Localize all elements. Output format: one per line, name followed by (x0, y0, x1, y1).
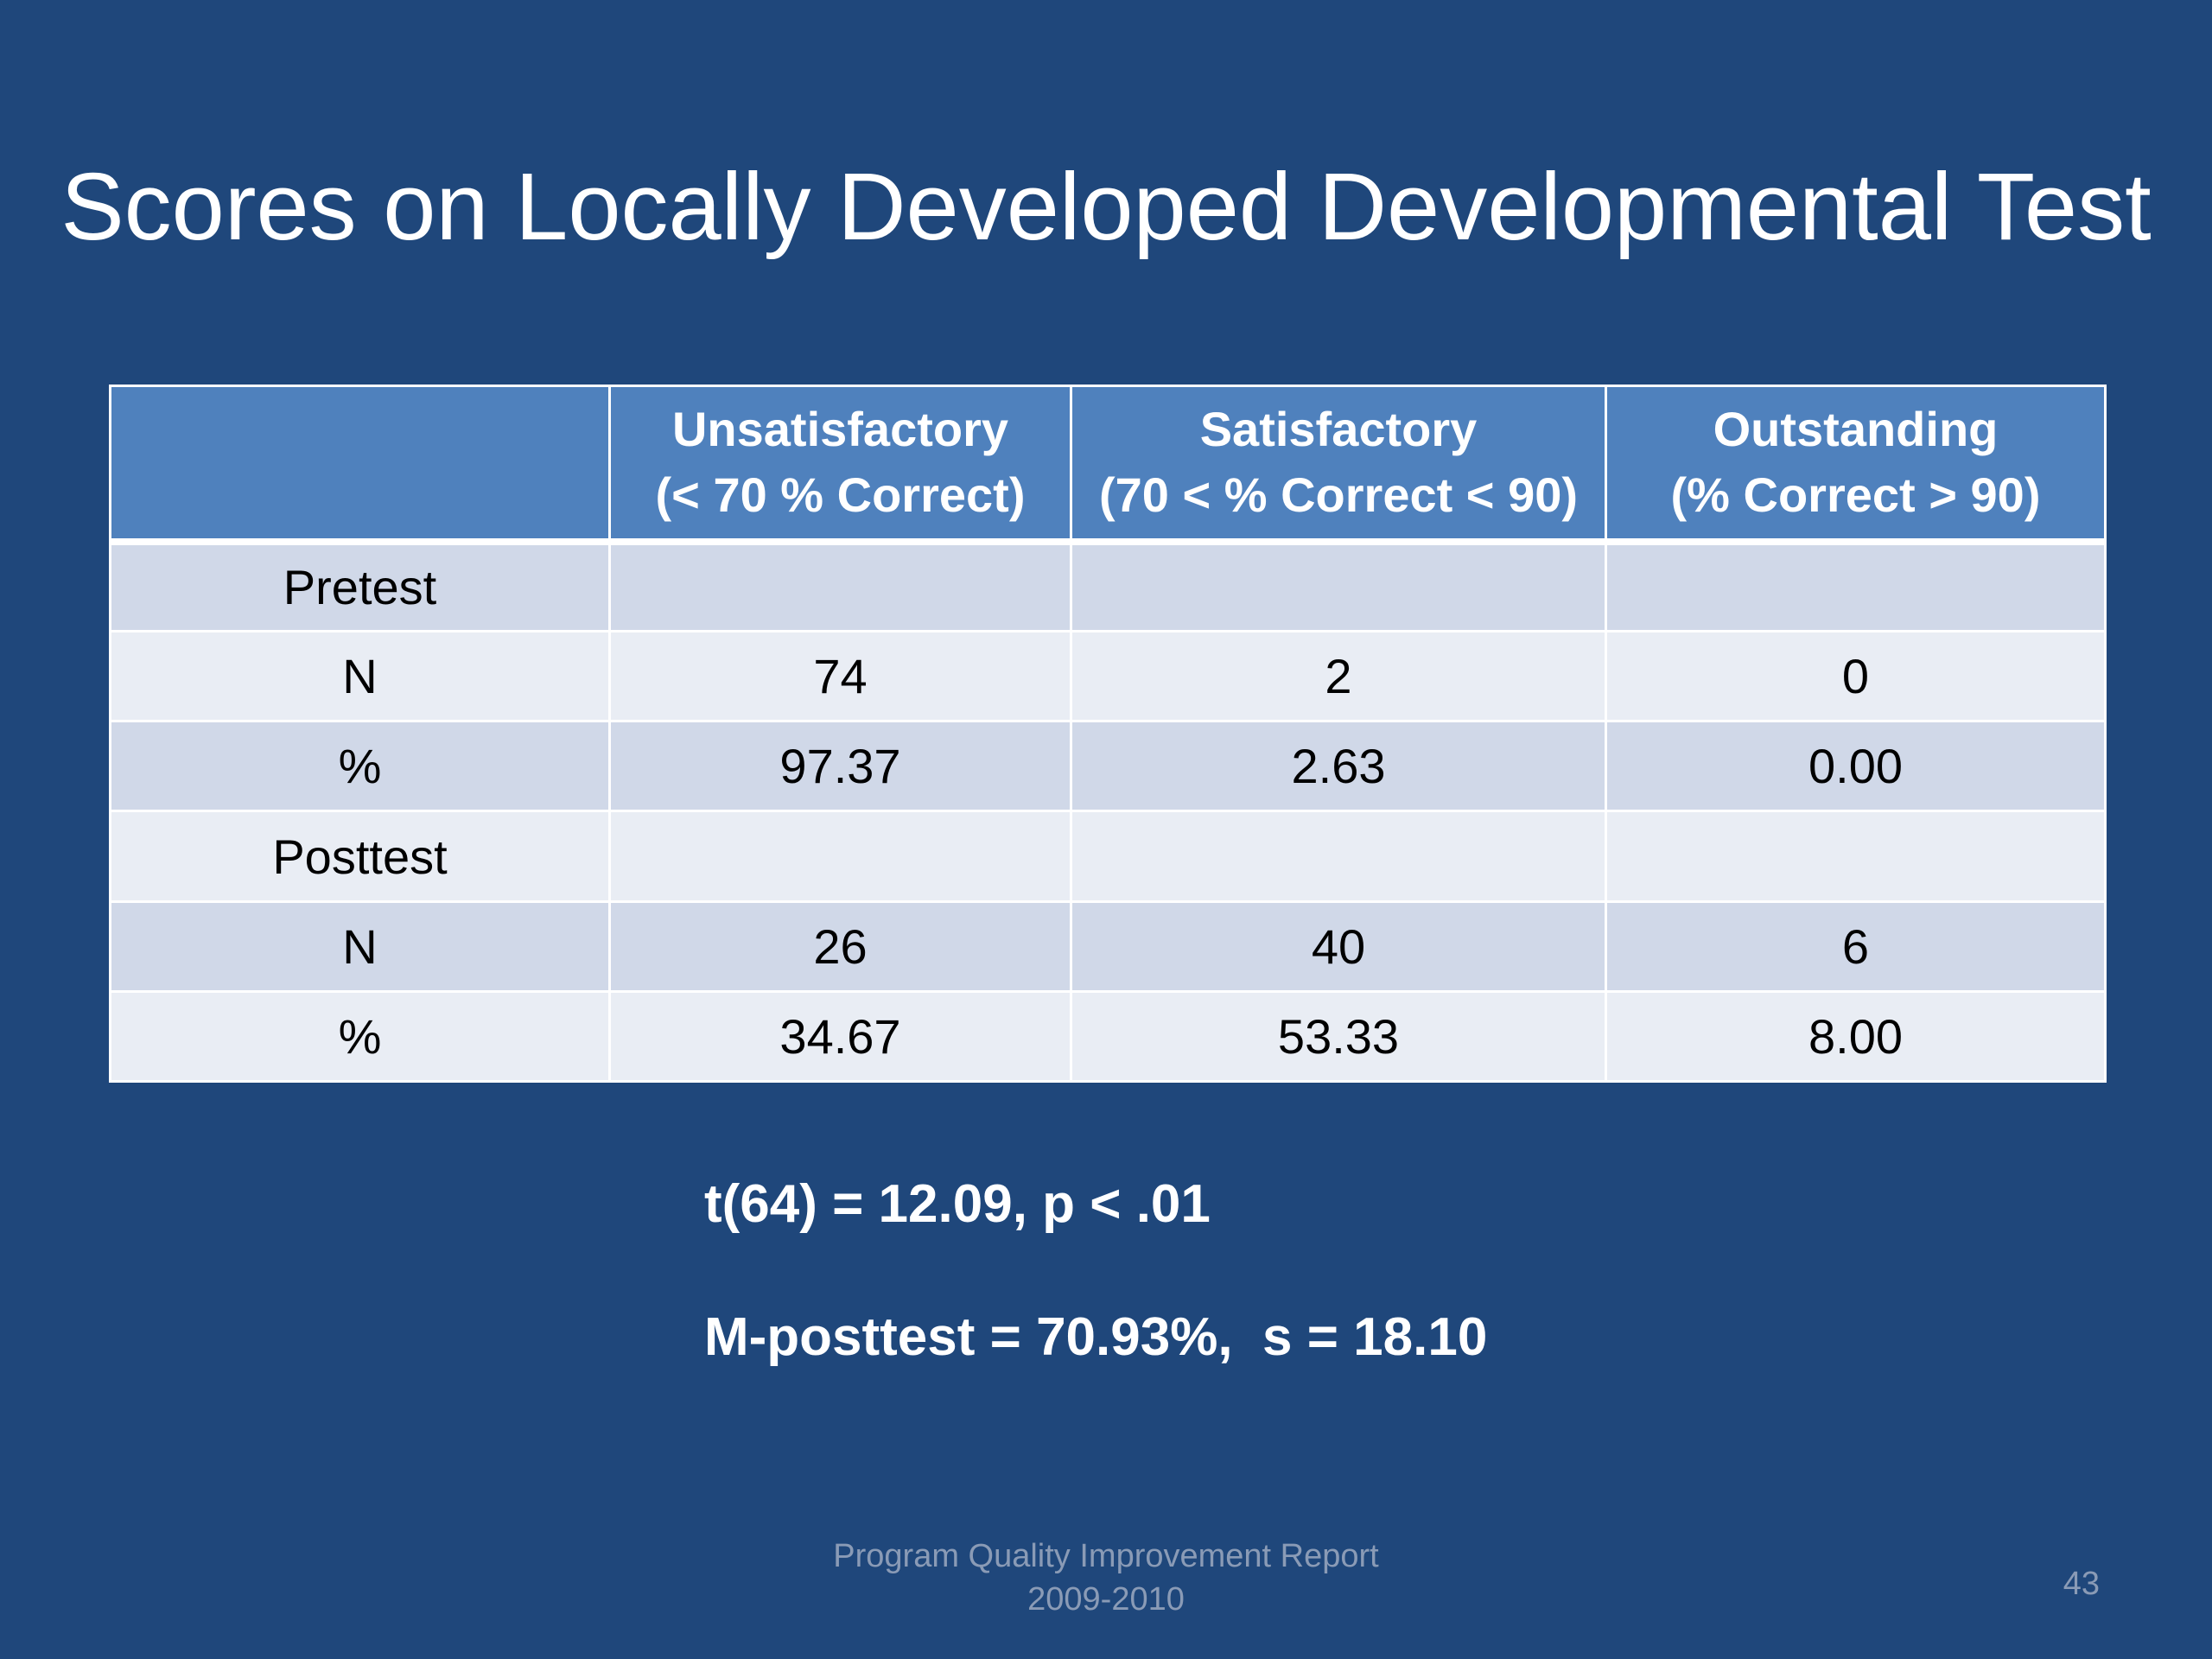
table-cell (1070, 810, 1607, 903)
table-cell: 26 (608, 899, 1072, 993)
table-cell: 97.37 (608, 720, 1072, 813)
table-cell: 74 (608, 630, 1072, 723)
header-label: Satisfactory (1199, 402, 1478, 457)
table-cell (1605, 810, 2107, 903)
table-cell (1605, 539, 2107, 633)
table-cell: 8.00 (1605, 989, 2107, 1084)
slide-title: Scores on Locally Developed Developmenta… (60, 154, 2152, 260)
t-test-result: t(64) = 12.09, p < .01 (704, 1174, 1211, 1234)
score-table: Unsatisfactory (< 70 % Correct) Satisfac… (109, 385, 2107, 1084)
header-unsatisfactory: Unsatisfactory (< 70 % Correct) (608, 385, 1072, 545)
table-row: N 26 40 6 (109, 899, 2107, 993)
row-label-cell: % (109, 720, 611, 813)
table-header-row: Unsatisfactory (< 70 % Correct) Satisfac… (109, 385, 2107, 545)
table-cell: 40 (1070, 899, 1607, 993)
table-row: N 74 2 0 (109, 630, 2107, 723)
table-cell (1070, 539, 1607, 633)
table-cell: 0 (1605, 630, 2107, 723)
posttest-mean-result: M-posttest = 70.93%, s = 18.10 (704, 1307, 1488, 1367)
table-cell: 2 (1070, 630, 1607, 723)
score-table-container: Unsatisfactory (< 70 % Correct) Satisfac… (109, 385, 2107, 1084)
slide-number: 43 (2063, 1566, 2100, 1602)
header-satisfactory: Satisfactory (70 < % Correct < 90) (1070, 385, 1607, 545)
header-label: Unsatisfactory (671, 402, 1009, 457)
table-cell (608, 539, 1072, 633)
table-row: Pretest (109, 539, 2107, 633)
row-label-cell: Pretest (109, 539, 611, 633)
row-label-cell: N (109, 899, 611, 993)
row-label-cell: % (109, 989, 611, 1084)
footer-line-year: 2009-2010 (1027, 1581, 1185, 1618)
header-sublabel: (70 < % Correct < 90) (1098, 467, 1579, 523)
table-row: % 97.37 2.63 0.00 (109, 720, 2107, 813)
table-cell: 53.33 (1070, 989, 1607, 1084)
header-outstanding: Outstanding (% Correct > 90) (1605, 385, 2107, 545)
row-label-cell: Posttest (109, 810, 611, 903)
table-cell: 34.67 (608, 989, 1072, 1084)
header-sublabel: (% Correct > 90) (1670, 467, 2041, 523)
table-cell (608, 810, 1072, 903)
header-label: Outstanding (1713, 402, 1999, 457)
header-empty-cell (109, 385, 611, 545)
table-row: % 34.67 53.33 8.00 (109, 989, 2107, 1084)
header-sublabel: (< 70 % Correct) (655, 467, 1026, 523)
table-cell: 2.63 (1070, 720, 1607, 813)
footer-line-report: Program Quality Improvement Report (833, 1538, 1379, 1574)
table-row: Posttest (109, 810, 2107, 903)
row-label-cell: N (109, 630, 611, 723)
table-cell: 6 (1605, 899, 2107, 993)
table-cell: 0.00 (1605, 720, 2107, 813)
slide-footer: Program Quality Improvement Report 2009-… (760, 1535, 1452, 1621)
